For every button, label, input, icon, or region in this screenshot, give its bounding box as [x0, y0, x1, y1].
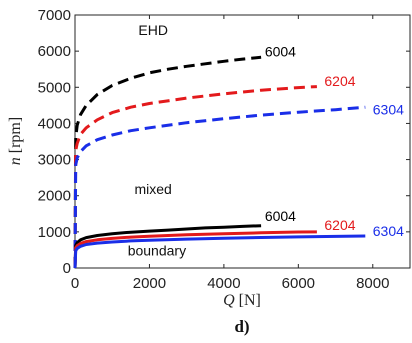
series-line-6204-boundary	[73, 230, 317, 269]
series-label-6204: 6204	[324, 217, 355, 233]
series-label-6004: 6004	[265, 208, 296, 224]
region-label: mixed	[134, 181, 171, 197]
y-tick-label: 7000	[38, 7, 71, 24]
y-axis-title: n [rpm]	[7, 117, 24, 165]
y-tick-label: 1000	[38, 224, 71, 241]
series-label-6004: 6004	[265, 44, 296, 60]
panel-label: d)	[234, 317, 249, 336]
region-label: boundary	[128, 242, 186, 258]
x-axis-title: Q [N]	[223, 292, 261, 309]
region-labels: EHD mixed boundary	[128, 22, 186, 258]
series-line-6004-boundary	[73, 224, 262, 269]
y-tick-label: 6000	[38, 43, 71, 60]
region-label: EHD	[138, 22, 168, 38]
x-tick-label: 6000	[282, 275, 315, 292]
x-tick-label: 8000	[356, 275, 389, 292]
axis-ticks: 0 2000 4000 6000 8000 0 1000 2000 3000 4000 5000 60…	[38, 7, 410, 292]
y-tick-label: 2000	[38, 188, 71, 205]
y-tick-label: 0	[63, 260, 71, 277]
series-line-6204-ehd	[73, 85, 317, 269]
series-line-6304-ehd	[73, 105, 366, 269]
y-tick-label: 5000	[38, 79, 71, 96]
series-label-6304: 6304	[373, 101, 404, 117]
x-tick-label: 2000	[133, 275, 166, 292]
series-line-6004-ehd	[73, 55, 262, 269]
y-tick-label: 3000	[38, 152, 71, 169]
series-labels: 6004 6204 6304 6004 6204 6304	[265, 44, 404, 240]
x-tick-label: 0	[71, 275, 79, 292]
series-lines	[73, 55, 366, 269]
series-label-6304: 6304	[373, 223, 404, 239]
plot-frame	[74, 14, 411, 269]
series-line-6304-boundary	[73, 234, 366, 269]
y-tick-label: 4000	[38, 115, 71, 132]
series-label-6204: 6204	[324, 73, 355, 89]
x-tick-label: 4000	[207, 275, 240, 292]
